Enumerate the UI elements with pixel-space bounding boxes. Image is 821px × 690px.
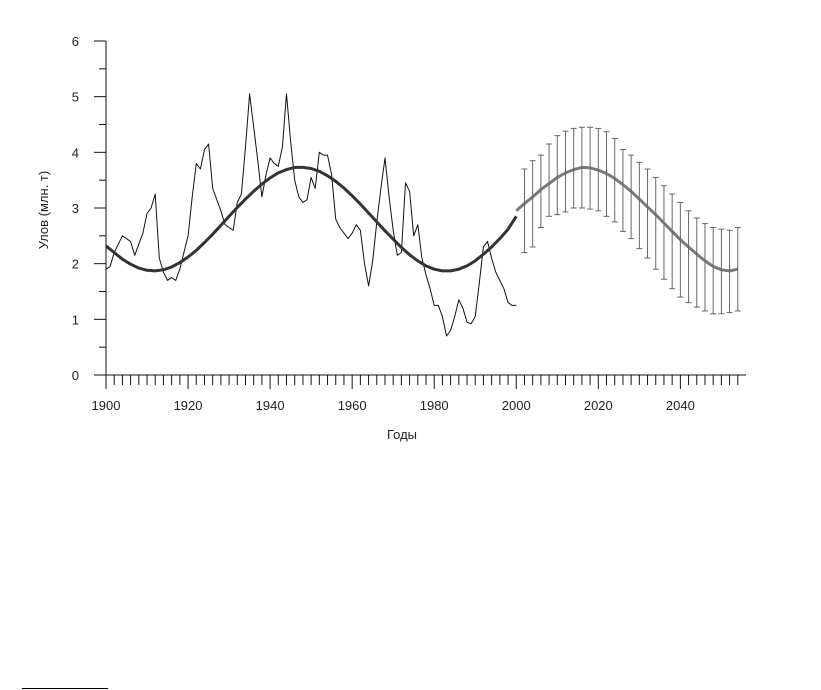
y-tick-label: 4 [72, 145, 79, 160]
trend-line [105, 165, 518, 273]
x-tick-label: 1980 [420, 398, 449, 413]
observed-line [105, 93, 517, 337]
x-tick-label: 1920 [174, 398, 203, 413]
y-tick-label: 5 [72, 90, 79, 105]
x-tick-label: 2000 [502, 398, 531, 413]
y-tick-label: 3 [72, 201, 79, 216]
forecast-line [515, 165, 739, 273]
x-tick-label: 2020 [584, 398, 613, 413]
x-tick-label: 1960 [338, 398, 367, 413]
x-axis-label: Годы [387, 427, 417, 442]
y-tick-label: 1 [72, 312, 79, 327]
series [105, 93, 741, 337]
x-tick-label: 2040 [666, 398, 695, 413]
y-tick-label: 0 [72, 368, 79, 383]
y-tick-label: 2 [72, 257, 79, 272]
y-axis-label: Улов (млн. т) [36, 171, 51, 249]
x-tick-label: 1900 [92, 398, 121, 413]
x-tick-label: 1940 [256, 398, 285, 413]
ticks: 0 1 2 3 4 5 6 1900 1920 1940 1960 1980 2000 2020 2040 [72, 34, 739, 413]
y-tick-label: 6 [72, 34, 79, 49]
footnote-rule [22, 688, 108, 689]
